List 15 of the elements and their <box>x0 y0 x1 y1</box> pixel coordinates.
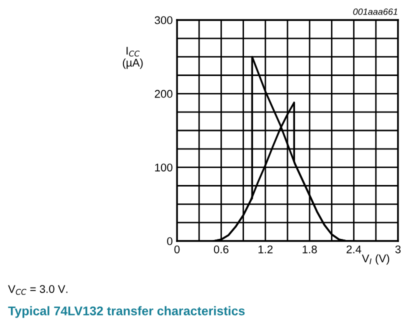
x-tick-label: 2.4 <box>346 245 362 254</box>
text: 001aaa661 <box>353 8 398 15</box>
x-tick-label: 3 <box>395 245 401 254</box>
text: V$_{CC}$ = 3.0 V. <box>8 285 68 295</box>
x-axis-title: V$_{I}$ (V) <box>362 254 390 265</box>
y-tick-label: 300 <box>154 16 172 24</box>
x-tick-label: 1.2 <box>258 245 273 254</box>
y-tick-label: 200 <box>154 90 172 98</box>
y-axis-title: I$_{CC}$ (µA) <box>122 46 143 69</box>
x-tick-label: 0 <box>174 245 180 254</box>
text: Typical 74LV132 transfer characteristics <box>8 306 245 318</box>
y-tick-label: 0 <box>167 237 172 246</box>
x-tick-label: 1.8 <box>302 245 317 254</box>
x-tick-label: 0.6 <box>214 245 228 254</box>
y-tick-label: 100 <box>155 164 172 172</box>
